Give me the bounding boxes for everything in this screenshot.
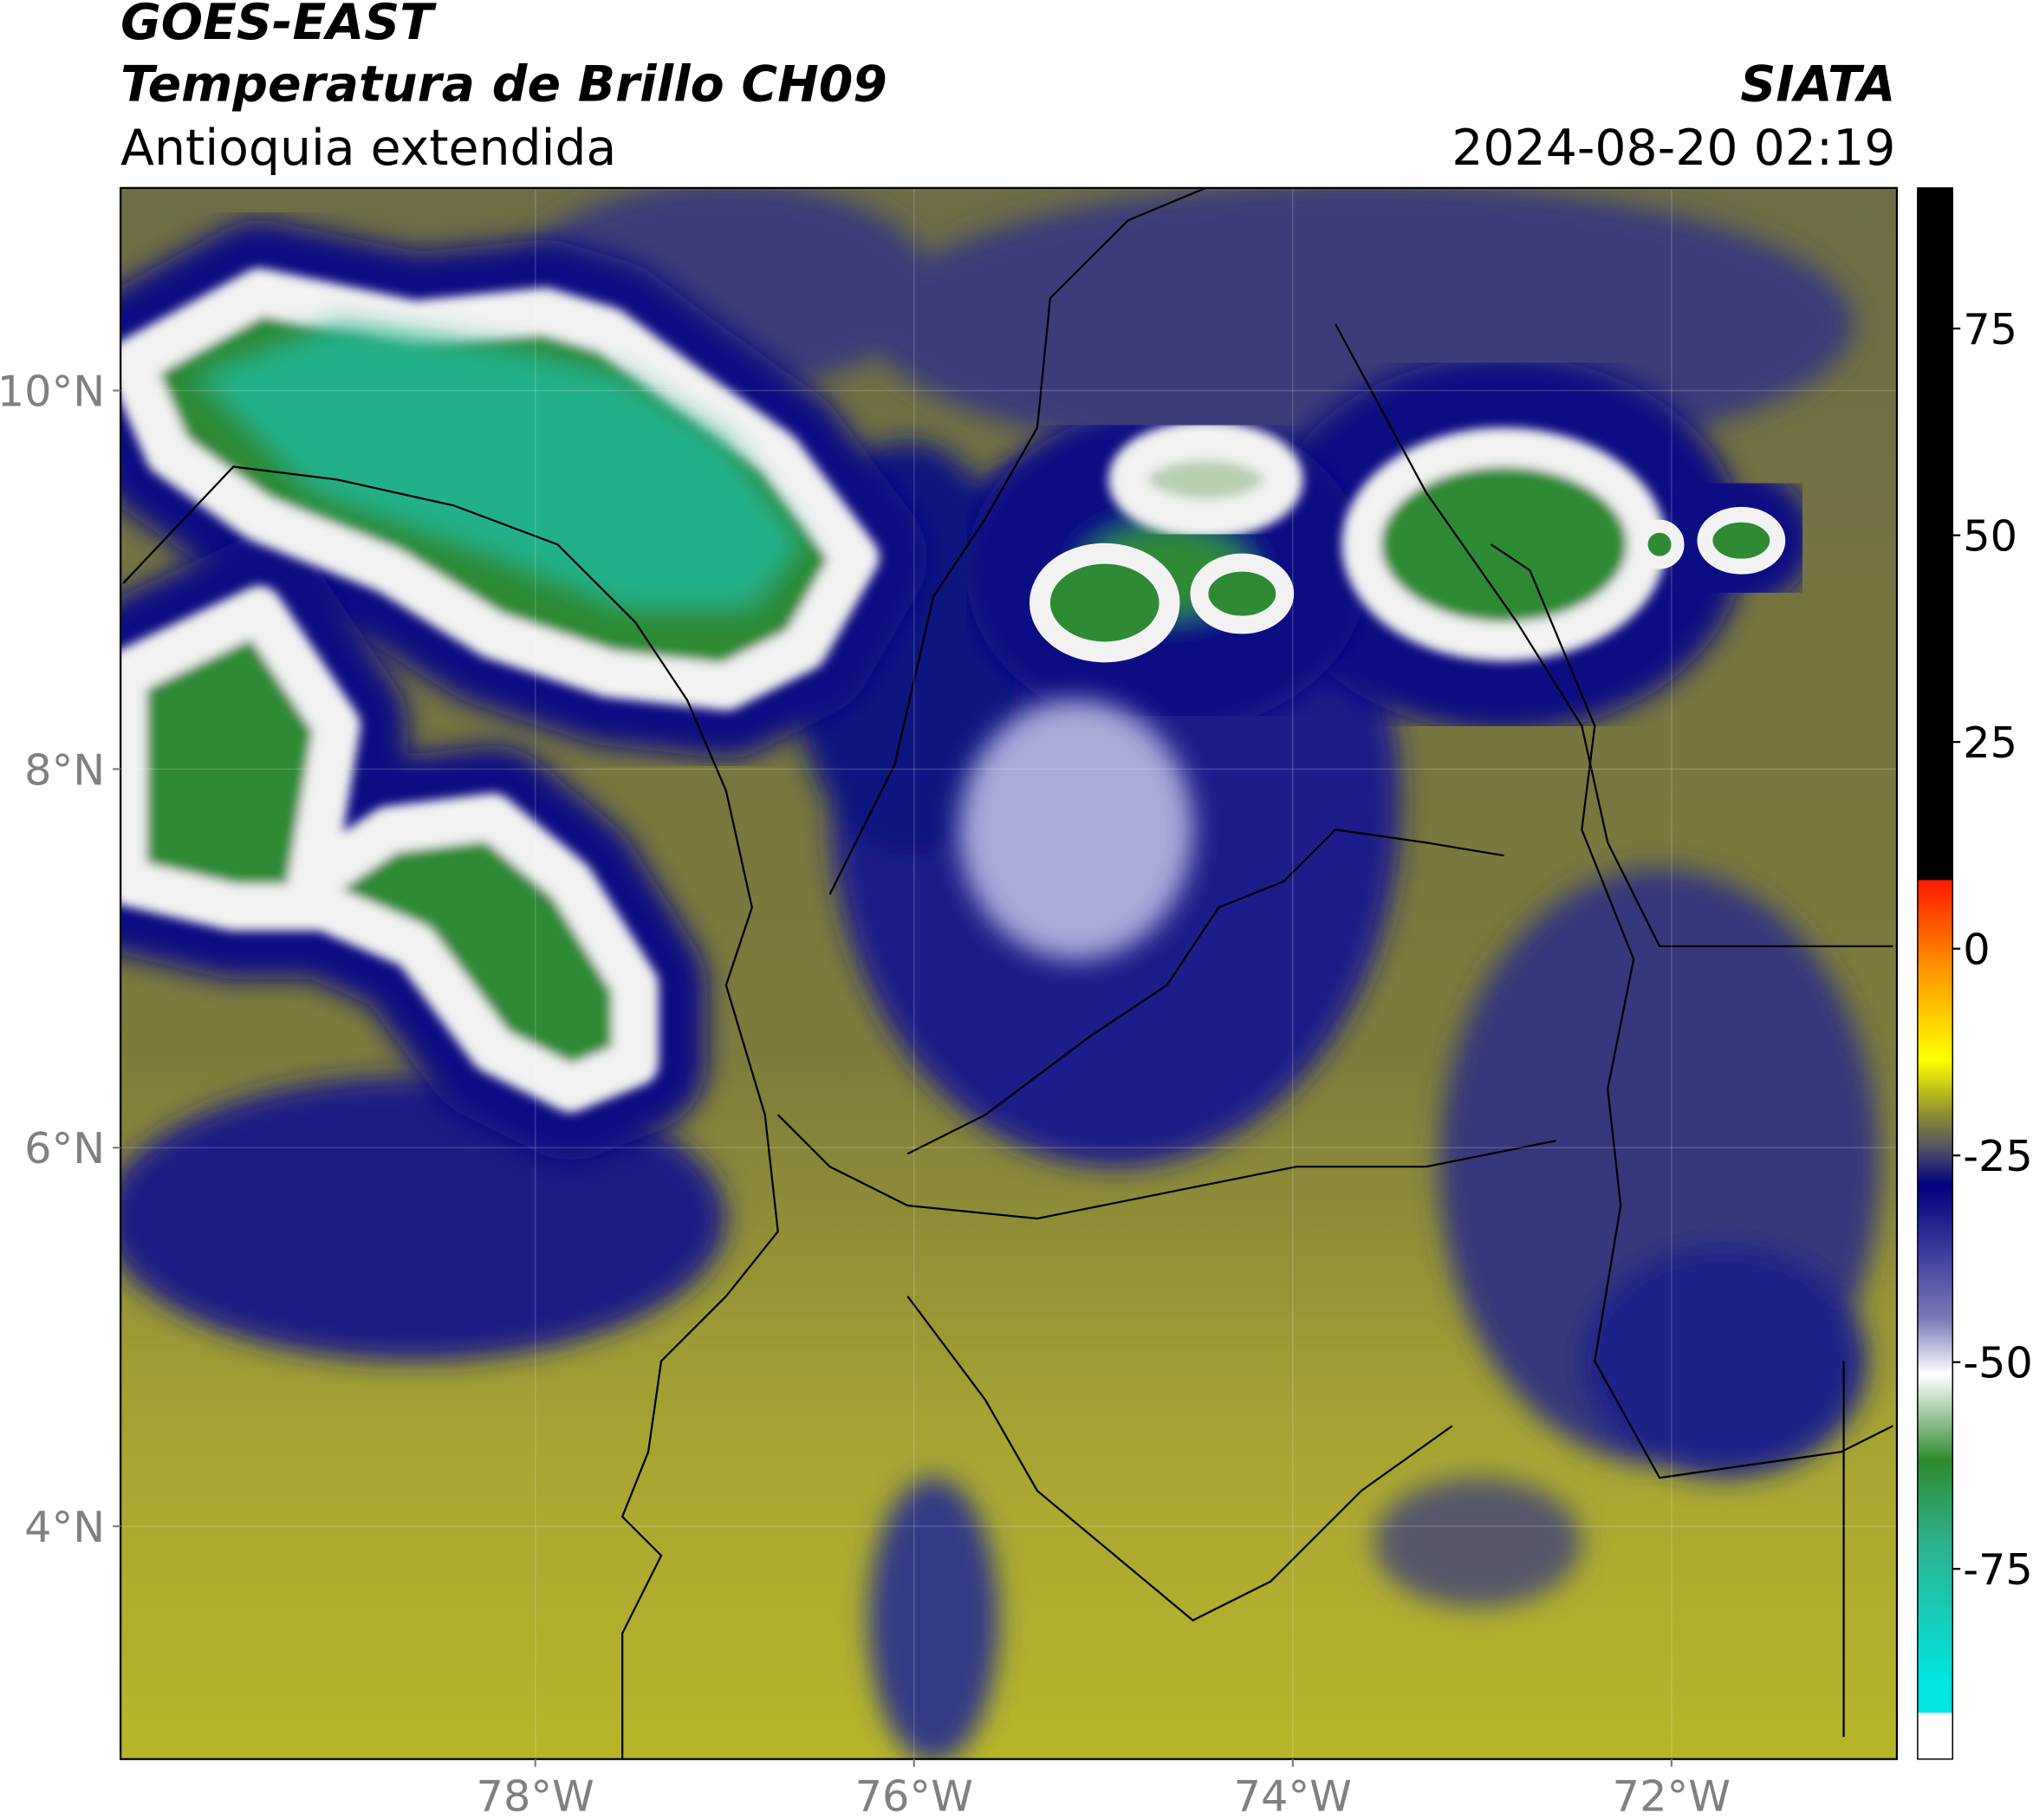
grid-layer <box>120 187 1897 1759</box>
colorbar <box>1917 187 1953 1760</box>
y-tick-label: 6°N <box>24 1123 105 1173</box>
x-tick-label: 78°W <box>477 1771 594 1820</box>
x-tick-label: 72°W <box>1613 1771 1731 1820</box>
colorbar-tick-label: -50 <box>1963 1338 2033 1388</box>
x-tick-label: 76°W <box>855 1771 973 1820</box>
map-image <box>120 187 1897 1759</box>
y-tick-label: 10°N <box>0 367 105 417</box>
satellite-title: GOES-EAST <box>120 0 437 51</box>
agency-label: SIATA <box>1740 56 1895 114</box>
colorbar-tick-label: -75 <box>1963 1544 2033 1595</box>
product-title: Temperatura de Brillo CH09 <box>120 56 887 114</box>
y-tick-label: 8°N <box>24 744 105 795</box>
y-tick-label: 4°N <box>24 1502 105 1552</box>
datetime-label: 2024-08-20 02:19 <box>1452 120 1895 177</box>
x-tick-label: 74°W <box>1234 1771 1352 1820</box>
colorbar-tick-label: 25 <box>1963 718 2017 768</box>
colorbar-tick-label: 50 <box>1963 511 2017 562</box>
map-frame <box>120 186 1899 1760</box>
region-subtitle: Antioquia extendida <box>120 120 616 177</box>
colorbar-tick-label: 0 <box>1963 925 1990 975</box>
colorbar-tick-label: 75 <box>1963 304 2017 354</box>
colorbar-tick-label: -25 <box>1963 1131 2033 1181</box>
